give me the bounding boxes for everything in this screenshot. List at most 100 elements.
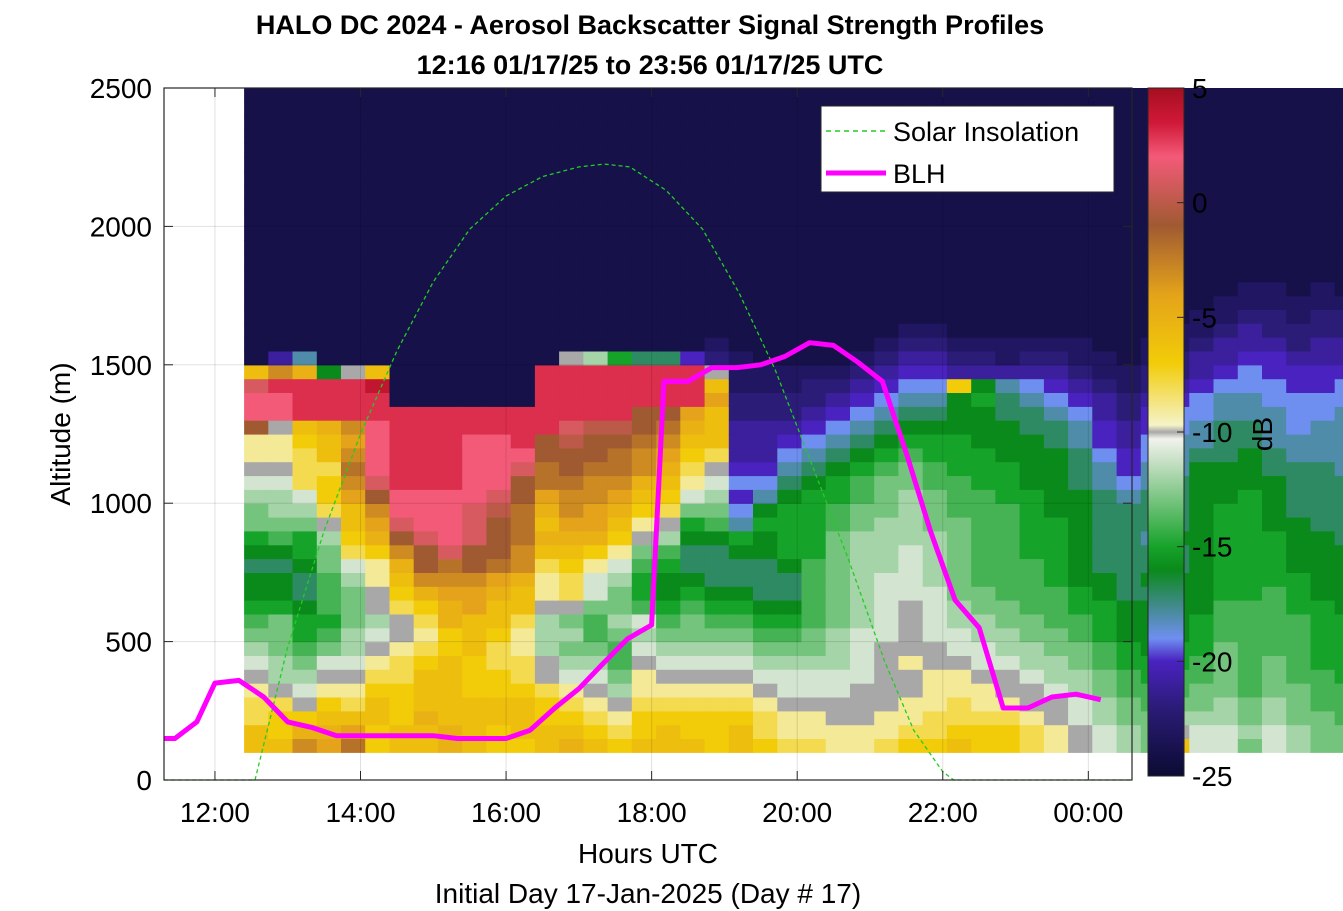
heatmap-cell — [1213, 115, 1239, 131]
heatmap-cell — [268, 613, 294, 629]
heatmap-cell — [656, 115, 681, 131]
heatmap-cell — [316, 337, 342, 352]
heatmap-cell — [922, 351, 948, 366]
heatmap-cell — [825, 295, 851, 310]
heatmap-cell — [1068, 88, 1093, 103]
heatmap-cell — [316, 503, 342, 518]
heatmap-cell — [728, 669, 754, 684]
heatmap-cell — [1116, 544, 1142, 560]
heatmap-cell — [1286, 240, 1311, 255]
heatmap-cell — [1189, 447, 1215, 463]
heatmap-cell — [268, 240, 294, 255]
heatmap-cell — [1310, 378, 1336, 393]
heatmap-cell — [1262, 683, 1287, 698]
heatmap-cell — [898, 530, 924, 546]
heatmap-cell — [486, 503, 512, 518]
heatmap-cell — [704, 738, 730, 753]
heatmap-cell — [728, 267, 754, 283]
heatmap-cell — [825, 530, 851, 546]
heatmap-cell — [1334, 88, 1343, 103]
heatmap-cell — [268, 503, 294, 518]
heatmap-cell — [244, 115, 269, 131]
heatmap-cell — [874, 88, 899, 103]
heatmap-cell — [486, 281, 512, 297]
heatmap-cell — [1334, 115, 1343, 131]
heatmap-cell — [1043, 267, 1069, 283]
heatmap-cell — [850, 281, 875, 297]
heatmap-cell — [777, 364, 803, 380]
heatmap-cell — [995, 240, 1021, 255]
heatmap-cell — [534, 503, 560, 518]
heatmap-cell — [389, 171, 415, 186]
heatmap-cell — [874, 309, 899, 324]
heatmap-cell — [1237, 738, 1263, 753]
heatmap-cell — [1262, 600, 1287, 615]
y-tick-label: 0 — [136, 765, 152, 796]
heatmap-cell — [995, 392, 1021, 407]
heatmap-cell — [946, 226, 972, 241]
heatmap-cell — [1092, 295, 1118, 310]
heatmap-cell — [680, 447, 706, 463]
heatmap-cell — [1310, 655, 1336, 670]
heatmap-cell — [898, 627, 924, 643]
heatmap-cell — [438, 240, 463, 255]
heatmap-cell — [316, 392, 342, 407]
heatmap-cell — [244, 738, 269, 753]
heatmap-cell — [268, 600, 294, 615]
heatmap-cell — [365, 115, 390, 131]
heatmap-cell — [607, 738, 633, 753]
heatmap-cell — [728, 475, 754, 490]
heatmap-cell — [341, 406, 366, 421]
heatmap-cell — [1092, 558, 1118, 573]
heatmap-cell — [704, 710, 730, 726]
heatmap-cell — [583, 378, 609, 393]
heatmap-cell — [438, 157, 463, 172]
heatmap-cell — [1043, 447, 1069, 463]
heatmap-cell — [1310, 544, 1336, 560]
heatmap-cell — [704, 697, 730, 712]
heatmap-cell — [704, 212, 730, 227]
heatmap-cell — [825, 88, 851, 103]
heatmap-cell — [1262, 627, 1287, 643]
heatmap-cell — [534, 420, 560, 435]
heatmap-cell — [1286, 434, 1311, 449]
heatmap-cell — [292, 489, 318, 504]
heatmap-cell — [486, 586, 512, 601]
heatmap-cell — [753, 364, 778, 380]
heatmap-cell — [777, 558, 803, 573]
heatmap-cell — [413, 364, 439, 380]
heatmap-cell — [413, 461, 439, 477]
heatmap-cell — [898, 351, 924, 366]
heatmap-cell — [316, 184, 342, 200]
heatmap-cell — [559, 392, 584, 407]
heatmap-cell — [1213, 572, 1239, 587]
heatmap-cell — [462, 171, 487, 186]
heatmap-cell — [510, 738, 536, 753]
heatmap-cell — [389, 558, 415, 573]
heatmap-cell — [704, 392, 730, 407]
heatmap-cell — [316, 171, 342, 186]
heatmap-cell — [462, 337, 487, 352]
heatmap-cell — [462, 420, 487, 435]
heatmap-cell — [510, 226, 536, 241]
heatmap-cell — [534, 544, 560, 560]
heatmap-cell — [1334, 364, 1343, 380]
heatmap-cell — [825, 364, 851, 380]
heatmap-cell — [1116, 184, 1142, 200]
heatmap-cell — [1019, 544, 1045, 560]
heatmap-cell — [995, 212, 1021, 227]
heatmap-cell — [777, 323, 803, 338]
heatmap-cell — [389, 475, 415, 490]
heatmap-cell — [777, 669, 803, 684]
heatmap-cell — [995, 198, 1021, 214]
heatmap-cell — [850, 544, 875, 560]
heatmap-cell — [1019, 420, 1045, 435]
heatmap-cell — [704, 586, 730, 601]
heatmap-cell — [1310, 351, 1336, 366]
heatmap-cell — [1286, 697, 1311, 712]
heatmap-cell — [510, 115, 536, 131]
heatmap-cell — [631, 655, 657, 670]
heatmap-cell — [850, 697, 875, 712]
heatmap-cell — [1116, 447, 1142, 463]
heatmap-cell — [438, 295, 463, 310]
